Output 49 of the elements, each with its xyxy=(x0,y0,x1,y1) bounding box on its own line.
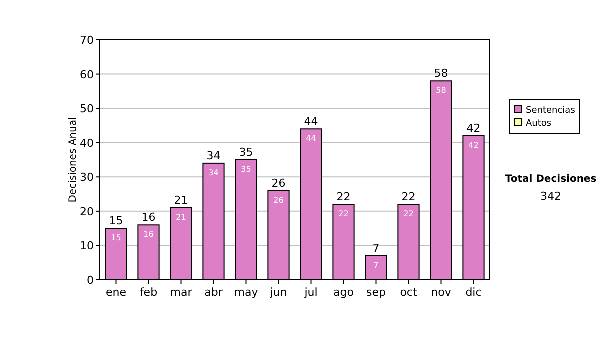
x-tick-label: sep xyxy=(366,286,386,299)
x-tick-label: jul xyxy=(304,286,318,299)
total-label: 58 xyxy=(434,67,448,80)
x-tick-label: mar xyxy=(170,286,193,299)
total-label: 22 xyxy=(402,190,416,204)
data-label: 35 xyxy=(241,165,252,174)
data-label: 16 xyxy=(144,230,154,240)
total-label: 34 xyxy=(206,149,221,162)
total-label: 44 xyxy=(304,115,318,128)
data-label: 58 xyxy=(436,86,446,96)
total-label: 22 xyxy=(336,190,351,204)
y-tick-label: 30 xyxy=(80,171,94,184)
total-label: 15 xyxy=(109,214,124,228)
data-label: 22 xyxy=(404,210,414,219)
legend-label: Sentencias xyxy=(526,106,576,116)
x-tick-label: jun xyxy=(269,286,288,299)
text: Total Decisiones xyxy=(505,174,597,185)
y-tick-label: 60 xyxy=(80,68,94,82)
x-tick-label: nov xyxy=(431,286,452,299)
y-tick-label: 50 xyxy=(80,102,94,116)
data-label: 42 xyxy=(468,141,479,150)
x-tick-label: ago xyxy=(334,286,354,299)
data-label: 22 xyxy=(338,210,349,219)
y-tick-label: 40 xyxy=(80,136,94,150)
total-label: 7 xyxy=(372,242,380,255)
x-tick-label: may xyxy=(234,286,259,299)
x-tick-label: oct xyxy=(400,286,418,299)
total-label: 42 xyxy=(466,122,481,135)
x-tick-label: dic xyxy=(466,286,482,299)
y-axis-title: Decisiones Anual xyxy=(68,117,79,203)
data-label: 26 xyxy=(274,196,284,205)
y-tick-label: 70 xyxy=(80,34,94,47)
legend-label: Autos xyxy=(526,119,552,129)
text: 342 xyxy=(540,190,562,203)
data-label: 44 xyxy=(306,134,316,144)
total-label: 35 xyxy=(239,146,254,159)
y-tick-label: 20 xyxy=(80,205,94,218)
total-label: 26 xyxy=(272,176,286,190)
data-label: 15 xyxy=(111,234,122,243)
data-label: 21 xyxy=(176,213,186,222)
data-label: 34 xyxy=(208,168,219,178)
x-tick-label: feb xyxy=(140,286,158,299)
total-label: 21 xyxy=(174,194,188,207)
y-tick-label: 0 xyxy=(87,274,94,287)
x-tick-label: abr xyxy=(204,286,224,299)
x-tick-label: ene xyxy=(106,286,127,299)
y-tick-label: 10 xyxy=(80,240,94,253)
total-label: 16 xyxy=(142,211,156,224)
data-label: 7 xyxy=(374,261,379,270)
